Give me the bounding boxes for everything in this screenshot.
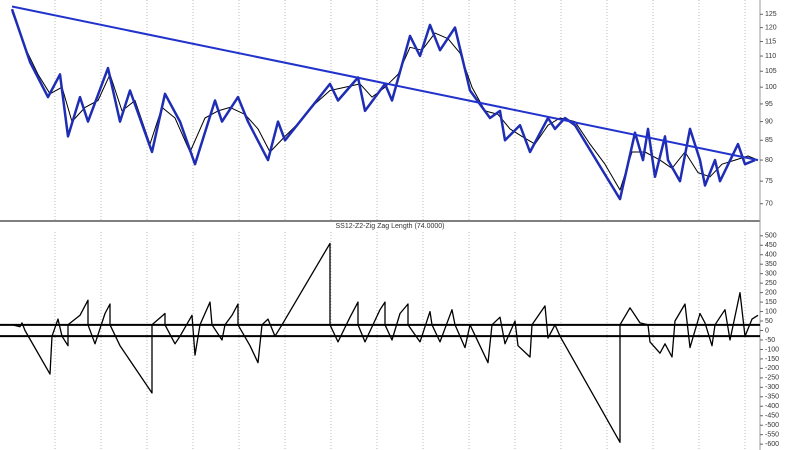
- y-tick-label: 95: [765, 101, 773, 108]
- y-tick-label: -400: [765, 403, 779, 410]
- y-tick-label: 85: [765, 137, 773, 144]
- y-tick-label: 50: [765, 318, 773, 325]
- y-tick-label: 200: [765, 289, 777, 296]
- y-tick-label: 100: [765, 84, 777, 91]
- y-tick-label: 75: [765, 178, 773, 185]
- y-tick-label: -500: [765, 422, 779, 429]
- y-tick-label: 150: [765, 299, 777, 306]
- y-tick-label: 450: [765, 242, 777, 249]
- series-line: [11, 11, 759, 191]
- y-tick-label: 300: [765, 271, 777, 278]
- y-tick-label: -600: [765, 441, 779, 448]
- y-tick-label: 125: [765, 11, 777, 18]
- y-tick-label: -150: [765, 356, 779, 363]
- y-tick-label: -300: [765, 384, 779, 391]
- y-tick-label: 105: [765, 68, 777, 75]
- y-tick-label: 500: [765, 233, 777, 240]
- y-tick-label: -200: [765, 365, 779, 372]
- y-tick-label: -50: [765, 337, 775, 344]
- panel-title: SS12-Z2-Zig Zag Length (74.0000): [336, 223, 445, 230]
- y-tick-label: 115: [765, 38, 776, 45]
- y-tick-label: 70: [765, 201, 773, 208]
- y-tick-label: -100: [765, 346, 779, 353]
- y-tick-label: 0: [765, 327, 769, 334]
- y-tick-label: -550: [765, 432, 779, 439]
- y-tick-label: 80: [765, 157, 773, 164]
- series-line: [11, 242, 759, 443]
- y-tick-label: -250: [765, 375, 779, 382]
- y-tick-label: 120: [765, 24, 777, 31]
- y-tick-label: 100: [765, 308, 777, 315]
- y-tick-label: 400: [765, 252, 777, 259]
- y-tick-label: -350: [765, 394, 779, 401]
- y-tick-label: -450: [765, 413, 779, 420]
- series-line: [11, 5, 759, 162]
- y-tick-label: 90: [765, 118, 773, 125]
- y-tick-label: 250: [765, 280, 777, 287]
- y-tick-label: 350: [765, 261, 777, 268]
- y-tick-label: 110: [765, 53, 776, 60]
- series-line: [10, 8, 756, 201]
